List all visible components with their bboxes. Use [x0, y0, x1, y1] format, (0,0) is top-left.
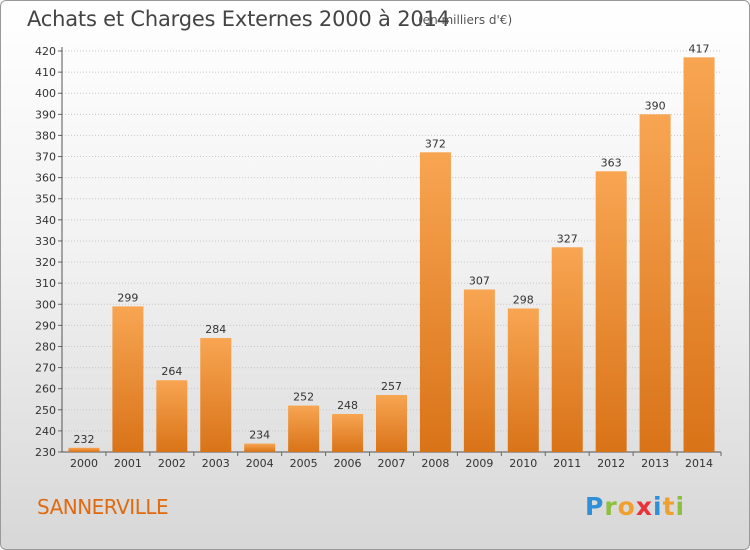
- bar-2008: [419, 152, 451, 452]
- value-label-2007: 257: [381, 380, 402, 393]
- y-tick-label: 360: [35, 172, 56, 185]
- bar-2005: [288, 405, 320, 452]
- bar-2014: [683, 57, 715, 453]
- bar-2000: [68, 447, 100, 452]
- value-label-2003: 284: [205, 323, 226, 336]
- y-tick-label: 260: [35, 383, 56, 396]
- x-tick-label: 2011: [553, 457, 581, 470]
- logo-letter: x: [635, 492, 653, 521]
- y-tick-label: 400: [35, 87, 56, 100]
- x-tick-label: 2010: [509, 457, 537, 470]
- value-label-2000: 232: [73, 433, 94, 446]
- value-label-2002: 264: [161, 365, 182, 378]
- y-tick-label: 270: [35, 362, 56, 375]
- x-tick-label: 2006: [334, 457, 362, 470]
- y-tick-label: 370: [35, 151, 56, 164]
- y-tick-label: 380: [35, 129, 56, 142]
- value-label-2008: 372: [425, 137, 446, 150]
- y-tick-label: 330: [35, 235, 56, 248]
- x-tick-label: 2007: [378, 457, 406, 470]
- value-label-2001: 299: [117, 291, 138, 304]
- unit-note: (en milliers d'€): [418, 13, 513, 27]
- value-label-2011: 327: [557, 232, 578, 245]
- value-label-2009: 307: [469, 274, 490, 287]
- logo-letter: r: [604, 492, 618, 521]
- bar-2001: [112, 306, 144, 452]
- y-tick-label: 390: [35, 108, 56, 121]
- x-tick-label: 2003: [202, 457, 230, 470]
- logo-letter: t: [662, 492, 676, 521]
- x-tick-label: 2001: [114, 457, 142, 470]
- logo-letter: i: [653, 492, 663, 521]
- y-tick-label: 420: [35, 45, 56, 58]
- x-tick-label: 2000: [70, 457, 98, 470]
- bars: [68, 57, 715, 453]
- x-tick-label: 2005: [290, 457, 318, 470]
- y-tick-label: 250: [35, 404, 56, 417]
- value-label-2012: 363: [601, 156, 622, 169]
- chart-title: Achats et Charges Externes 2000 à 2014: [27, 7, 450, 31]
- y-tick-label: 240: [35, 425, 56, 438]
- bar-2010: [507, 308, 539, 452]
- proxiti-logo: Proxiti: [585, 492, 685, 521]
- y-tick-label: 310: [35, 277, 56, 290]
- value-label-2006: 248: [337, 399, 358, 412]
- logo-letter: P: [585, 492, 605, 521]
- x-tick-label: 2004: [246, 457, 274, 470]
- logo-letter: i: [675, 492, 686, 521]
- y-tick-label: 280: [35, 340, 56, 353]
- bar-2004: [244, 443, 276, 452]
- y-tick-label: 230: [35, 446, 56, 459]
- x-tick-label: 2008: [421, 457, 449, 470]
- x-tick-label: 2014: [685, 457, 713, 470]
- x-tick-label: 2012: [597, 457, 625, 470]
- bar-2011: [551, 247, 583, 452]
- bar-2012: [595, 171, 627, 453]
- bar-2009: [463, 289, 495, 452]
- bar-2007: [376, 395, 407, 452]
- logo-letter: o: [617, 492, 636, 521]
- value-label-2013: 390: [645, 99, 666, 112]
- x-tick-label: 2002: [158, 457, 186, 470]
- bar-2006: [332, 414, 364, 452]
- x-tick-label: 2013: [641, 457, 669, 470]
- data-labels: 232 299 264 284 234 252 248 257 372 307 298 327 363 3…: [73, 42, 709, 445]
- value-label-2005: 252: [293, 391, 314, 404]
- place-name: SANNERVILLE: [37, 495, 169, 519]
- value-label-2010: 298: [513, 293, 534, 306]
- y-tick-label: 320: [35, 256, 56, 269]
- bar-2002: [156, 380, 188, 452]
- bar-2003: [200, 338, 232, 452]
- value-label-2014: 417: [689, 42, 710, 55]
- y-tick-label: 350: [35, 193, 56, 206]
- x-tick-label: 2009: [465, 457, 493, 470]
- y-tick-label: 340: [35, 214, 56, 227]
- axes: 230 240 250 260 270 280 290 300 310 320 330 340 350 3…: [35, 45, 722, 470]
- y-tick-label: 300: [35, 298, 56, 311]
- value-label-2004: 234: [249, 429, 270, 442]
- y-tick-label: 410: [35, 66, 56, 79]
- bar-2013: [639, 114, 671, 452]
- y-tick-label: 290: [35, 319, 56, 332]
